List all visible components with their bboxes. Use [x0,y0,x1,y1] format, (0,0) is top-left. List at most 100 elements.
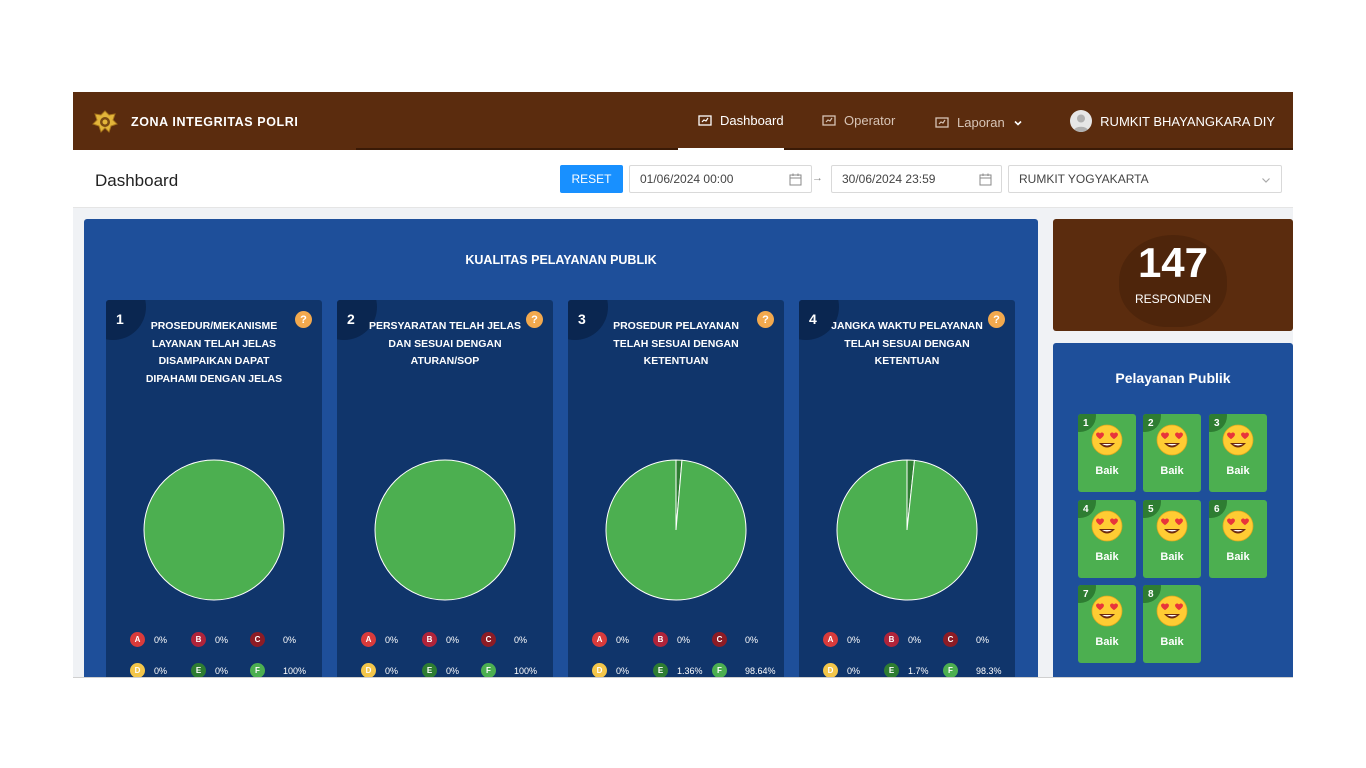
legend-item-A: A 0% [592,632,629,647]
legend-percent: 0% [745,634,759,645]
help-icon[interactable]: ? [757,311,774,328]
end-date-input[interactable]: 30/06/2024 23:59 [831,165,1002,193]
service-tile-6[interactable]: 6 Baik [1209,500,1267,578]
legend-item-D: D 0% [361,663,398,677]
tile-number: 6 [1214,504,1220,515]
tile-number: 7 [1083,589,1089,600]
legend-badge: D [592,663,607,677]
legend-item-D: D 0% [592,663,629,677]
question-line: JANGKA WAKTU PELAYANAN [831,320,983,332]
legend-percent: 100% [514,665,538,676]
legend-item-A: A 0% [823,632,860,647]
legend-item-C: C 0% [712,632,758,647]
service-tile-3[interactable]: 3 Baik [1209,414,1267,492]
nav-operator[interactable]: Operator [822,113,895,128]
legend-percent: 0% [847,665,861,676]
pie-slice-F[interactable] [836,459,978,601]
pie-slice-F[interactable] [374,459,516,601]
heart-eyes-emoji-icon [1091,424,1123,456]
question-line: PROSEDUR/MEKANISME [150,320,278,332]
rating-pie-chart[interactable] [373,458,517,602]
heart-eyes-emoji-icon [1156,424,1188,456]
legend-percent: 0% [677,634,691,645]
nav-laporan[interactable]: Laporan [935,115,1023,130]
help-icon[interactable]: ? [988,311,1005,328]
legend-badge: F [943,663,958,677]
legend-percent: 0% [385,634,399,645]
legend-item-E: E 1.7% [884,663,929,677]
service-tile-4[interactable]: 4 Baik [1078,500,1136,578]
tile-number: 1 [1083,418,1089,429]
respondent-label: RESPONDEN [1134,292,1211,306]
question-line: KETENTUAN [874,355,940,367]
filter-bar: Dashboard RESET 01/06/2024 00:00 → 30/06… [73,150,1293,208]
tile-number: 8 [1148,589,1154,600]
service-tile-1[interactable]: 1 Baik [1078,414,1136,492]
nav-laporan-label: Laporan [957,115,1005,130]
question-number: 2 [347,311,355,327]
reset-button[interactable]: RESET [560,165,623,193]
legend-badge: D [361,663,376,677]
rating-pie-chart[interactable] [835,458,979,602]
rating-pie-chart[interactable] [142,458,286,602]
tile-label: Baik [1160,636,1184,648]
nav-dashboard[interactable]: Dashboard [698,113,784,128]
legend-percent: 0% [976,634,990,645]
pie-slice-F[interactable] [605,459,747,601]
question-text: PERSYARATAN TELAH JELAS DAN SESUAI DENGAN… [365,318,525,371]
heart-eyes-emoji-icon [1091,510,1123,542]
tile-label: Baik [1095,636,1119,648]
legend-badge: F [712,663,727,677]
services-title: Pelayanan Publik [1115,370,1231,386]
legend-badge: B [653,632,668,647]
legend-item-F: F 100% [250,663,306,677]
legend-percent: 0% [283,634,297,645]
user-menu[interactable]: RUMKIT BHAYANGKARA DIY [1070,110,1275,132]
location-value: RUMKIT YOGYAKARTA [1019,172,1149,186]
legend-percent: 0% [446,634,460,645]
question-line: PERSYARATAN TELAH JELAS [368,320,522,332]
legend-item-C: C 0% [481,632,527,647]
legend-item-C: C 0% [250,632,296,647]
service-tile-7[interactable]: 7 Baik [1078,585,1136,663]
help-icon[interactable]: ? [526,311,543,328]
end-date-value: 30/06/2024 23:59 [842,172,936,186]
location-select[interactable]: RUMKIT YOGYAKARTA [1008,165,1282,193]
legend-badge: E [422,663,437,677]
legend-percent: 0% [215,665,229,676]
legend-badge: A [592,632,607,647]
legend-badge: A [361,632,376,647]
tile-number: 3 [1214,418,1220,429]
app-window: ZONA INTEGRITAS POLRI Dashboard Operator… [73,92,1293,678]
legend-badge: D [130,663,145,677]
start-date-input[interactable]: 01/06/2024 00:00 [629,165,812,193]
date-range-arrow: → [812,172,823,184]
tile-number: 2 [1148,418,1154,429]
legend-item-E: E 0% [422,663,459,677]
tile-label: Baik [1160,465,1184,477]
question-line: ATURAN/SOP [410,355,480,367]
respondent-bg-icon [1119,235,1227,327]
legend-item-D: D 0% [823,663,860,677]
respondent-count: 147 [1137,239,1209,286]
service-tile-5[interactable]: 5 Baik [1143,500,1201,578]
legend-item-B: B 0% [884,632,921,647]
legend-item-F: F 98.64% [712,663,776,677]
chevron-down-icon [1014,120,1022,126]
brand[interactable]: ZONA INTEGRITAS POLRI [91,109,298,135]
help-icon[interactable]: ? [295,311,312,328]
legend-badge: C [250,632,265,647]
legend-badge: C [712,632,727,647]
legend-item-D: D 0% [130,663,167,677]
rating-pie-chart[interactable] [604,458,748,602]
service-tile-8[interactable]: 8 Baik [1143,585,1201,663]
legend-badge: B [191,632,206,647]
service-tile-2[interactable]: 2 Baik [1143,414,1201,492]
brand-name: ZONA INTEGRITAS POLRI [131,115,299,129]
nav-operator-label: Operator [844,113,896,128]
legend-item-C: C 0% [943,632,989,647]
top-navbar: ZONA INTEGRITAS POLRI Dashboard Operator… [73,92,1293,150]
legend-item-A: A 0% [130,632,167,647]
legend-percent: 1.7% [908,665,929,676]
pie-slice-F[interactable] [143,459,285,601]
